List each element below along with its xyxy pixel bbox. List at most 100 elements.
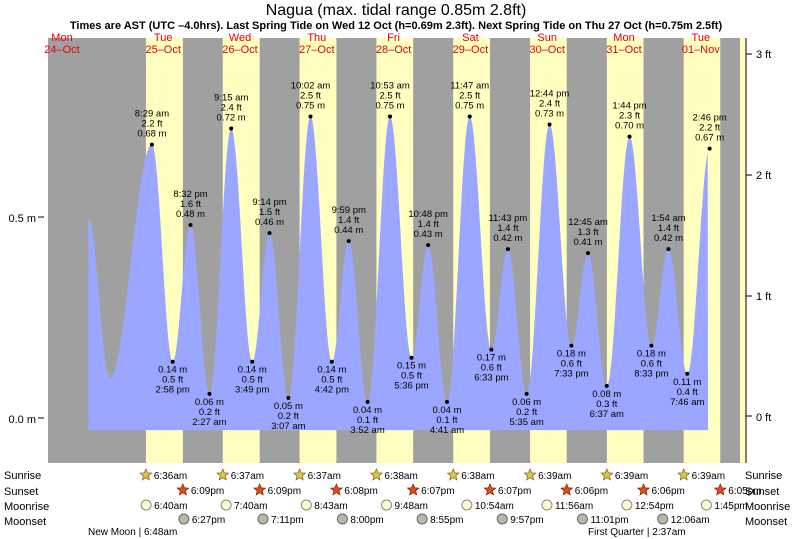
day-label-dow: Sun: [537, 32, 557, 44]
high-tide-point: [627, 134, 632, 139]
low-tide-label: 0.08 m: [592, 389, 621, 400]
high-tide-label: 0.42 m: [493, 233, 522, 244]
day-label-dow: Thu: [307, 32, 326, 44]
high-tide-label: 1.6 ft: [180, 199, 201, 210]
low-tide-point: [649, 343, 654, 348]
low-tide-label: 3:52 am: [350, 425, 384, 436]
high-tide-label: 9:15 am: [214, 93, 248, 104]
low-tide-label: 0.1 ft: [357, 415, 378, 426]
day-label-dow: Tue: [692, 32, 711, 44]
y-right-tick-label: 3 ft: [756, 49, 771, 61]
y-right-tick-label: 2 ft: [756, 170, 771, 182]
low-tide-label: 0.14 m: [238, 365, 267, 376]
day-label-date: 28–Oct: [376, 44, 411, 56]
sunrise-icon: [139, 468, 153, 481]
day-labels: Mon24–OctTue25–OctWed26–OctThu27–OctFri2…: [44, 32, 720, 56]
high-tide-label: 9:59 pm: [332, 205, 366, 216]
sunrise-time: 6:37am: [231, 471, 264, 482]
low-tide-point: [365, 399, 370, 404]
sunset-icon: [636, 483, 651, 496]
high-tide-label: 1.4 ft: [338, 215, 359, 226]
low-tide-point: [489, 347, 494, 352]
sunrise-time: 6:39am: [615, 471, 648, 482]
high-tide-label: 11:47 am: [450, 81, 489, 92]
sunset-time: 6:07pm: [498, 486, 531, 497]
first-quarter-label: First Quarter | 2:37am: [588, 527, 686, 538]
moonrise-icon: [700, 499, 712, 511]
moonset-time: 7:11pm: [271, 515, 304, 526]
high-tide-point: [586, 251, 590, 256]
sunrise-icon: [523, 468, 537, 481]
high-tide-label: 0.67 m: [695, 133, 724, 144]
high-tide-label: 1:44 pm: [612, 101, 646, 112]
moonrise-icon: [220, 499, 232, 511]
low-tide-point: [524, 391, 529, 396]
moonrise-icon: [461, 499, 473, 511]
high-tide-point: [666, 247, 671, 252]
new-moon-label: New Moon | 6:48am: [88, 527, 177, 538]
moonrise-time: 8:43am: [314, 501, 347, 512]
sunrise-time: 6:39am: [538, 471, 571, 482]
moonset-time: 8:55pm: [430, 515, 463, 526]
high-tide-label: 1.4 ft: [658, 223, 679, 234]
high-tide-point: [188, 223, 193, 228]
low-tide-point: [250, 359, 255, 364]
sunrise-icon: [446, 468, 460, 481]
sunrise-icon: [677, 468, 691, 481]
sunset-time: 6:06pm: [575, 486, 608, 497]
sunset-icon: [713, 483, 727, 496]
sunrise-icon: [293, 468, 307, 481]
high-tide-label: 2:46 pm: [692, 113, 726, 124]
high-tide-point: [346, 239, 351, 244]
daylight-band: [740, 38, 746, 463]
low-tide-label: 6:33 pm: [474, 373, 508, 384]
low-tide-label: 0.06 m: [195, 397, 224, 408]
moonset-icon: [496, 513, 508, 525]
high-tide-label: 1.4 ft: [418, 219, 439, 230]
day-label-date: 26–Oct: [222, 44, 257, 56]
day-label-date: 24–Oct: [44, 44, 79, 56]
low-tide-point: [569, 343, 574, 348]
low-tide-label: 7:33 pm: [554, 369, 588, 380]
moonrise-icon: [541, 499, 553, 511]
moonset-time: 12:06am: [671, 515, 710, 526]
tide-extremes: 8:29 am2.2 ft0.68 m0.14 m0.5 ft2:58 pm8:…: [135, 81, 727, 436]
low-tide-label: 2:58 pm: [156, 385, 190, 396]
low-tide-point: [207, 391, 212, 396]
moonrise-time: 1:45pm: [714, 501, 747, 512]
high-tide-label: 10:02 am: [291, 81, 331, 92]
low-tide-label: 5:35 am: [510, 417, 544, 428]
day-label-date: 25–Oct: [145, 44, 180, 56]
low-tide-label: 0.2 ft: [199, 407, 220, 418]
low-tide-point: [170, 359, 175, 364]
low-tide-label: 0.3 ft: [596, 399, 617, 410]
low-tide-label: 3:07 am: [271, 421, 305, 432]
moonrise-time: 10:54am: [475, 501, 514, 512]
high-tide-point: [505, 247, 510, 252]
sunset-time: 6:07pm: [421, 486, 454, 497]
sunset-icon: [253, 483, 267, 496]
chart-title: Nagua (max. tidal range 0.85m 2.8ft): [266, 2, 527, 19]
high-tide-point: [229, 126, 234, 131]
day-label-dow: Fri: [387, 32, 400, 44]
low-tide-label: 0.6 ft: [481, 363, 502, 374]
low-tide-label: 0.5 ft: [401, 371, 422, 382]
high-tide-label: 8:29 am: [135, 109, 169, 120]
sunset-label-right: Sunset: [745, 486, 779, 498]
low-tide-point: [329, 359, 334, 364]
high-tide-point: [267, 231, 272, 236]
day-label-date: 29–Oct: [453, 44, 488, 56]
sunrise-icon: [600, 468, 614, 481]
low-tide-label: 0.2 ft: [278, 411, 299, 422]
high-tide-label: 1.5 ft: [259, 207, 280, 218]
moonrise-time: 9:48am: [395, 501, 428, 512]
high-tide-label: 0.46 m: [255, 217, 284, 228]
sunrise-time: 6:38am: [384, 471, 417, 482]
moonrise-label-left: Moonrise: [4, 501, 49, 513]
sunrise-time: 6:39am: [692, 471, 725, 482]
sunset-time: 6:06pm: [652, 486, 685, 497]
day-label-dow: Sat: [462, 32, 479, 44]
low-tide-label: 0.1 ft: [436, 415, 457, 426]
low-tide-point: [409, 355, 414, 360]
low-tide-label: 0.4 ft: [677, 387, 698, 398]
